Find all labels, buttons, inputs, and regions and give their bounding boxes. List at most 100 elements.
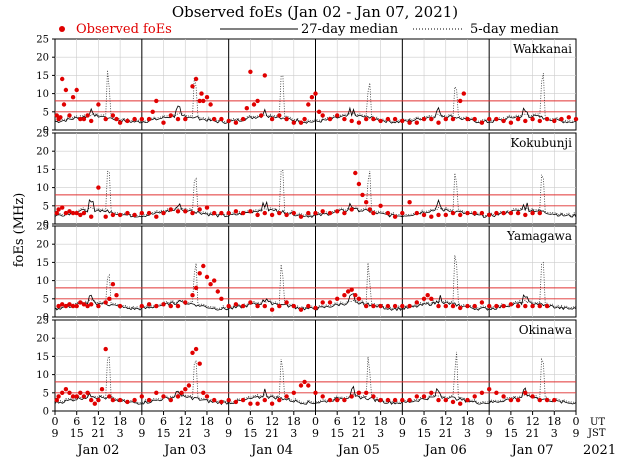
observed-point (262, 210, 267, 216)
observed-point (327, 210, 333, 216)
jst-tick-label: 9 (52, 427, 59, 440)
observed-point (60, 390, 65, 395)
observed-point (392, 397, 398, 403)
legend-observed-label: Observed foEs (76, 22, 172, 37)
observed-point (154, 390, 159, 395)
observed-point (54, 397, 59, 403)
legend: Observed foEs 27-day median 5-day median (59, 22, 559, 37)
observed-point (277, 113, 282, 118)
observed-point (573, 116, 579, 122)
observed-point (367, 207, 372, 212)
observed-point (117, 303, 123, 309)
observed-point (233, 120, 239, 125)
observed-point (298, 120, 304, 125)
observed-point (63, 210, 69, 216)
observed-point (114, 116, 119, 122)
observed-point (436, 120, 441, 125)
observed-point (291, 303, 296, 309)
observed-point (248, 69, 253, 75)
observed-point (400, 397, 405, 403)
observed-point (269, 401, 275, 406)
jst-tick-label: 15 (243, 427, 257, 440)
observed-point (154, 303, 159, 309)
observed-point (139, 210, 144, 216)
observed-point (552, 118, 557, 124)
observed-point (530, 116, 535, 122)
jst-tick-label: 21 (91, 427, 105, 440)
observed-point (421, 296, 427, 301)
jst-tick-label: 3 (117, 427, 124, 440)
ut-tick-label: 12 (178, 415, 192, 428)
observed-point (56, 394, 61, 399)
observed-point (208, 102, 213, 107)
observed-point (429, 214, 434, 219)
observed-point (190, 84, 195, 89)
observed-point (269, 307, 275, 312)
observed-point (89, 302, 94, 307)
ut-tag: UT (590, 417, 605, 428)
observed-point (199, 91, 204, 96)
observed-point (349, 207, 354, 212)
y-tick-label: 10 (36, 276, 49, 287)
y-tick-label: 10 (36, 370, 49, 381)
observed-point (125, 118, 130, 124)
observed-point (96, 303, 101, 309)
observed-point (132, 212, 137, 218)
observed-point (530, 394, 535, 399)
observed-point (320, 394, 325, 399)
observed-point (190, 293, 195, 298)
observed-point (371, 394, 376, 399)
observed-point (219, 399, 224, 405)
y-tick-label: 25 (36, 222, 49, 233)
observed-point (465, 210, 470, 216)
jst-tick-label: 9 (399, 427, 406, 440)
y-tick-label: 15 (36, 352, 49, 363)
observed-point (54, 210, 59, 216)
observed-point (508, 302, 514, 307)
station-panels: 0 5 10 15 20 25 Wakkanai 0 5 10 15 20 25 Kokubunji 0 5 1… (36, 35, 579, 418)
observed-point (248, 300, 253, 305)
observed-point (197, 361, 202, 366)
ut-tick-label: 18 (287, 415, 301, 428)
observed-point (501, 394, 506, 399)
observed-point (168, 207, 173, 212)
y-tick-label: 25 (36, 129, 49, 140)
observed-point (487, 116, 492, 122)
observed-point (530, 303, 535, 309)
observed-point (175, 116, 181, 122)
observed-point (378, 397, 383, 403)
observed-point (414, 300, 419, 305)
observed-point (146, 210, 152, 216)
observed-point (58, 115, 63, 120)
observed-point (81, 116, 87, 122)
observed-point (269, 212, 275, 218)
observed-point (132, 397, 137, 403)
ut-tick-label: 18 (547, 415, 561, 428)
observed-point (78, 212, 83, 218)
observed-point (385, 210, 391, 216)
observed-point (479, 120, 485, 125)
day-label: Jan 03 (162, 443, 206, 457)
day-label: Jan 05 (336, 443, 380, 457)
observed-point (63, 387, 69, 392)
observed-point (74, 303, 79, 309)
observed-point (515, 397, 521, 403)
observed-point (219, 116, 224, 122)
observed-point (298, 307, 304, 312)
observed-point (197, 271, 202, 276)
observed-point (306, 102, 311, 107)
observed-point (414, 120, 419, 125)
y-tick-label: 5 (43, 294, 49, 305)
y-tick-label: 20 (36, 147, 49, 158)
observed-point (515, 303, 521, 309)
jst-tick-label: 21 (352, 427, 366, 440)
ut-tick-label: 18 (200, 415, 214, 428)
day-label: Jan 07 (510, 443, 554, 457)
observed-point (450, 303, 456, 309)
observed-point (110, 212, 116, 218)
observed-point (414, 210, 419, 216)
observed-point (494, 390, 499, 395)
observed-point (240, 210, 246, 216)
y-axis-label: foEs (MHz) (12, 193, 27, 268)
observed-point (201, 263, 206, 269)
